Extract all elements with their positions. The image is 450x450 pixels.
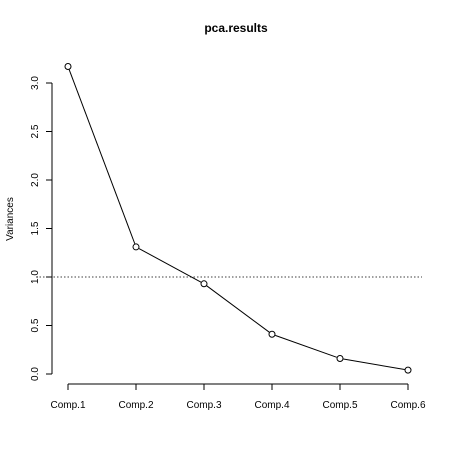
- y-axis-title: Variances: [5, 197, 16, 241]
- x-tick-label: Comp.1: [50, 400, 85, 411]
- data-point: [404, 366, 412, 374]
- data-point: [64, 63, 72, 71]
- y-tick-label: 3.0: [30, 76, 41, 90]
- y-tick-label: 0.5: [30, 318, 41, 332]
- x-tick-label: Comp.6: [390, 400, 425, 411]
- x-tick-label: Comp.3: [186, 400, 221, 411]
- y-tick-label: 1.5: [30, 221, 41, 235]
- y-tick-label: 0.0: [30, 367, 41, 381]
- x-axis: Comp.1 Comp.2 Comp.3 Comp.4 Comp.5 Comp.6: [50, 383, 426, 411]
- data-point: [200, 280, 208, 288]
- data-point: [336, 354, 344, 362]
- series-line-group: [68, 69, 405, 371]
- y-tick-label: 2.5: [30, 124, 41, 138]
- series-segment: [343, 358, 405, 371]
- x-tick-label: Comp.4: [254, 400, 289, 411]
- point-markers: [64, 63, 412, 374]
- y-tick-label: 2.0: [30, 173, 41, 187]
- series-segment: [206, 285, 270, 333]
- y-tick-label: 1.0: [30, 270, 41, 284]
- x-tick-label: Comp.5: [322, 400, 357, 411]
- chart-title: pca.results: [204, 21, 268, 35]
- series-segment: [68, 69, 136, 244]
- data-point: [132, 243, 140, 251]
- series-segment: [275, 334, 337, 358]
- data-point: [268, 330, 276, 338]
- x-tick-label: Comp.2: [118, 400, 153, 411]
- series-segment: [138, 248, 202, 283]
- y-axis: 0.0 0.5 1.0 1.5 2.0 2.5 3.0: [30, 76, 53, 381]
